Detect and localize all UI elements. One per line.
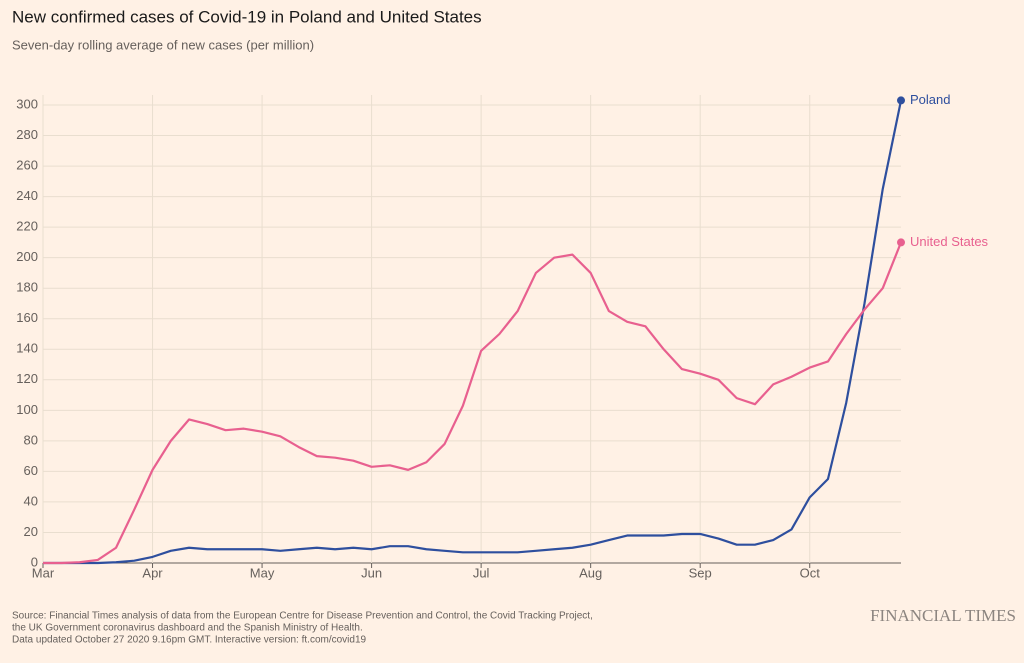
y-tick-label: 300 [16, 96, 38, 111]
y-tick-label: 20 [24, 524, 38, 539]
end-point [897, 238, 905, 247]
y-tick-label: 220 [16, 219, 38, 234]
x-tick-label: Aug [579, 565, 602, 580]
x-tick-label: Mar [32, 565, 55, 580]
x-tick-label: Apr [142, 565, 163, 580]
y-tick-label: 240 [16, 188, 38, 203]
source-note: Data updated October 27 2020 9.16pm GMT.… [12, 635, 367, 646]
y-tick-label: 180 [16, 280, 38, 295]
line-series [43, 241, 903, 565]
chart-subtitle: Seven-day rolling average of new cases (… [12, 37, 314, 52]
end-point [897, 96, 905, 105]
source-note: the UK Government coronavirus dashboard … [12, 623, 363, 634]
y-tick-label: 60 [24, 463, 38, 478]
x-tick-label: Jun [361, 565, 382, 580]
y-tick-label: 0 [31, 554, 38, 569]
y-tick-label: 260 [16, 158, 38, 173]
x-tick-label: Oct [800, 565, 821, 580]
y-tick-label: 80 [24, 432, 38, 447]
chart-title: New confirmed cases of Covid-19 in Polan… [12, 7, 482, 26]
x-tick-label: Jul [473, 565, 490, 580]
y-tick-label: 120 [16, 371, 38, 386]
x-tick-label: May [250, 565, 275, 580]
series-label: United States [910, 234, 989, 249]
y-tick-label: 100 [16, 402, 38, 417]
source-note: Source: Financial Times analysis of data… [12, 611, 593, 622]
y-tick-label: 40 [24, 493, 38, 508]
y-tick-label: 140 [16, 341, 38, 356]
y-tick-label: 200 [16, 249, 38, 264]
brand: FINANCIAL TIMES [870, 606, 1016, 625]
line-series [43, 100, 903, 565]
series-label: Poland [910, 92, 950, 107]
y-tick-label: 280 [16, 127, 38, 142]
x-tick-label: Sep [689, 565, 712, 580]
y-tick-label: 160 [16, 310, 38, 325]
